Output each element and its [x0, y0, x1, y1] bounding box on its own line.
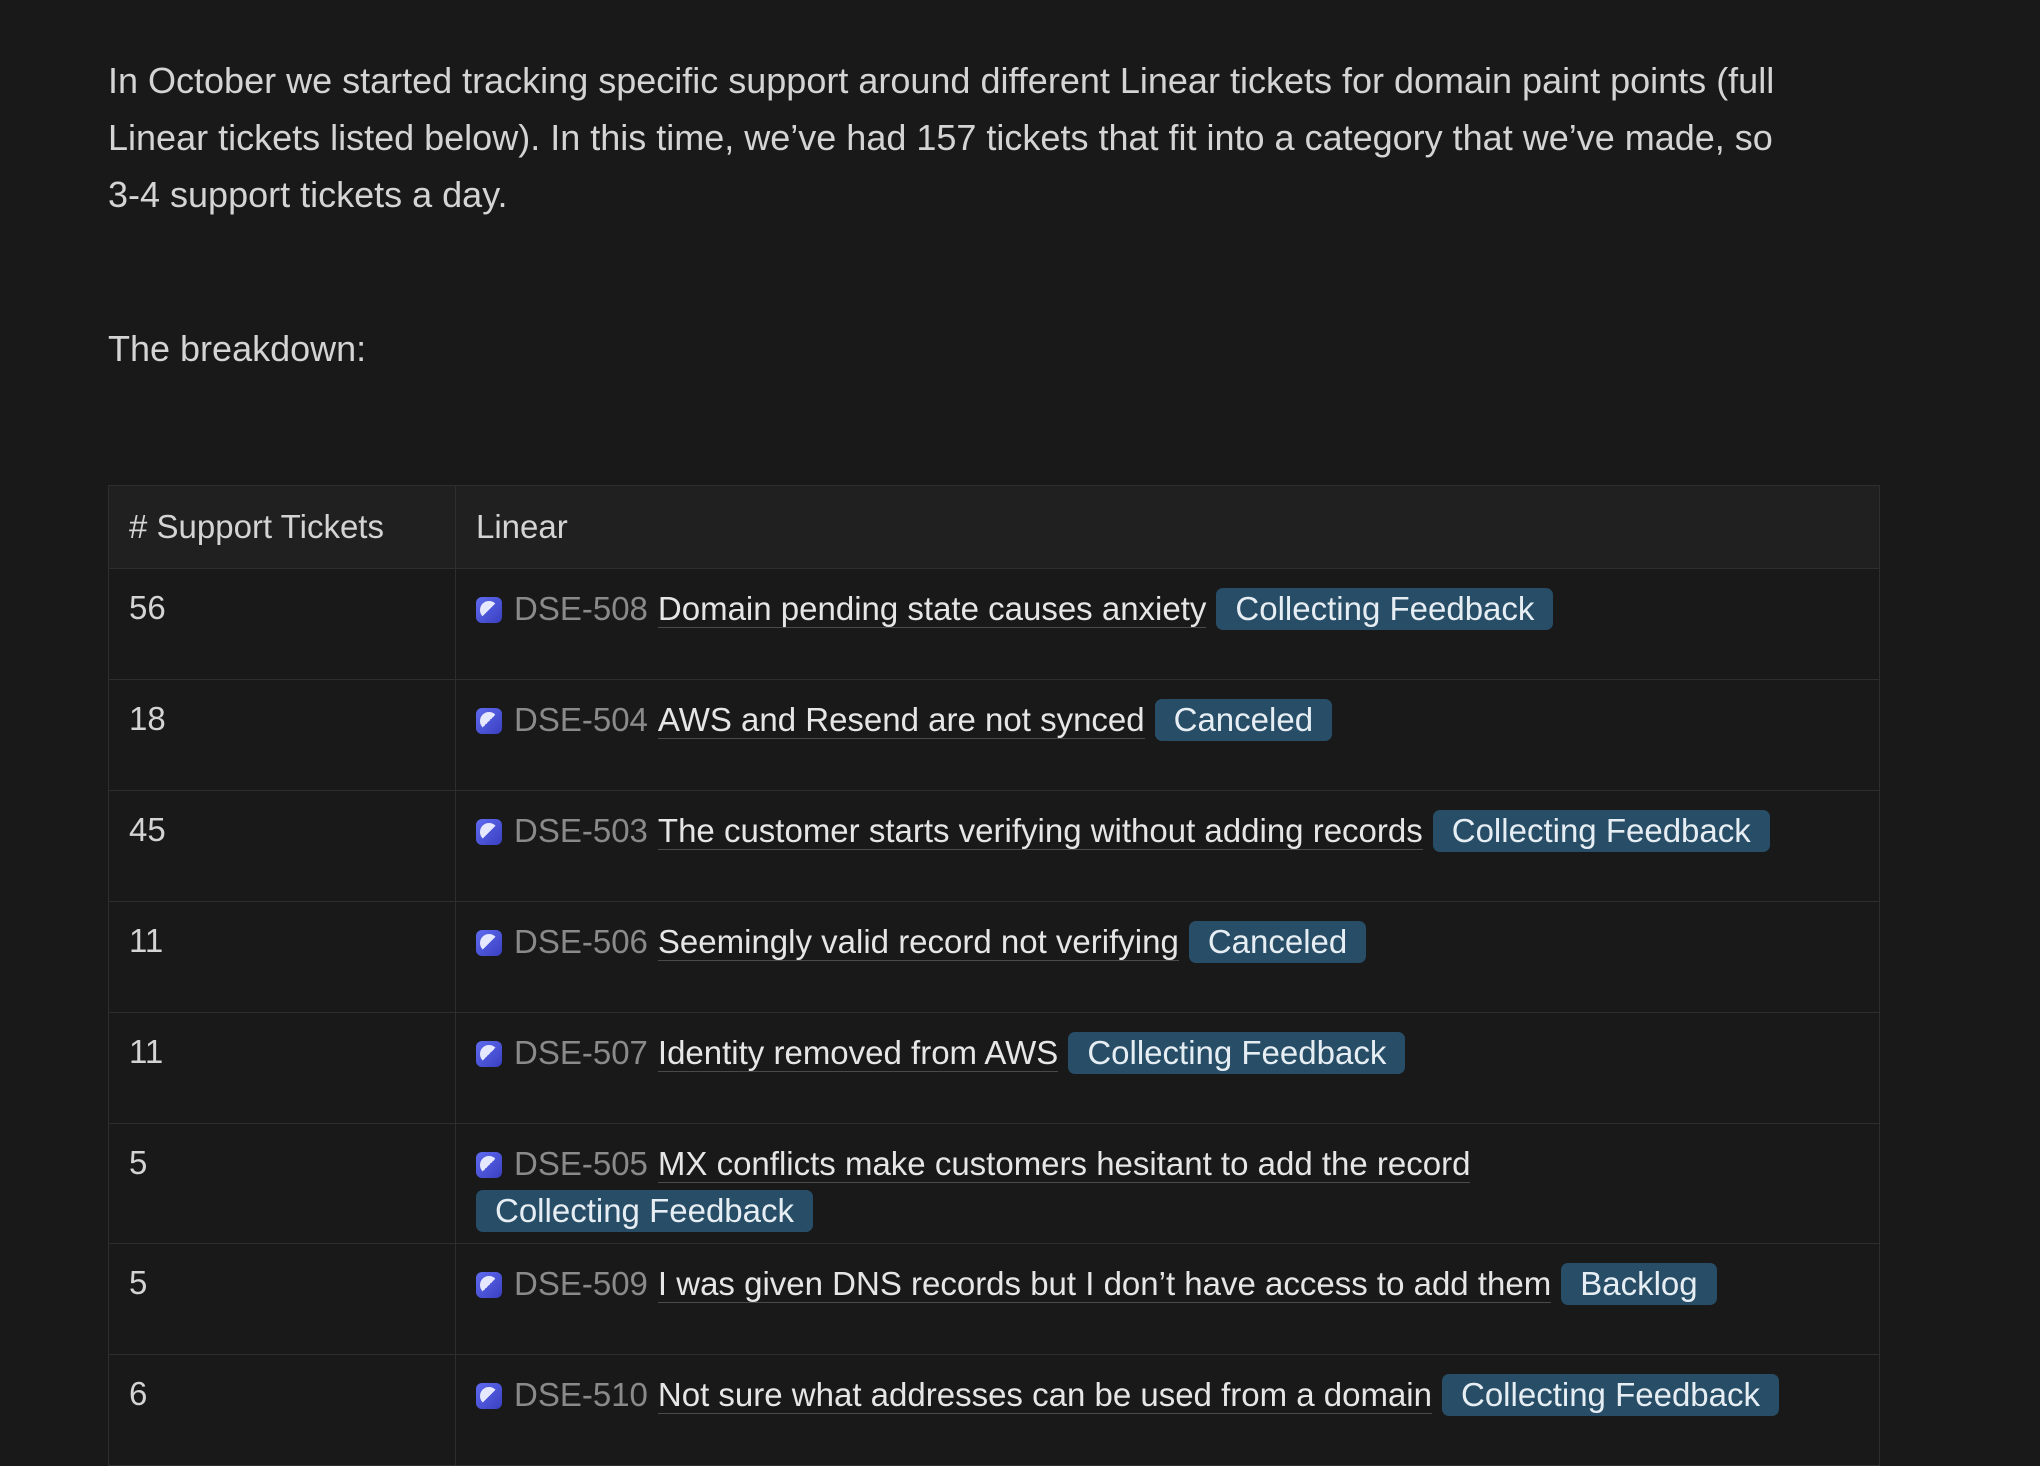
status-badge: Collecting Feedback	[1068, 1032, 1406, 1074]
table-row: 11 DSE-507 Identity removed from AWS Collec…	[108, 1012, 1880, 1124]
issue-title-link[interactable]: Not sure what addresses can be used from…	[657, 1376, 1432, 1414]
status-badge: Collecting Feedback	[476, 1190, 813, 1232]
issue-id[interactable]: DSE-505	[514, 1145, 648, 1182]
table-row: 11 DSE-506 Seemingly valid record not veri…	[108, 901, 1880, 1013]
issue-id[interactable]: DSE-503	[514, 812, 648, 849]
status-badge: Collecting Feedback	[1432, 810, 1770, 852]
linear-cell: DSE-506 Seemingly valid record not verify…	[455, 901, 1880, 1013]
issue-title-link[interactable]: Seemingly valid record not verifying	[657, 923, 1179, 961]
issue-id[interactable]: DSE-509	[514, 1265, 648, 1302]
ticket-count: 45	[108, 790, 456, 902]
header-support-tickets: # Support Tickets	[108, 485, 456, 569]
table-row: 56 DSE-508 Domain pending state causes anx…	[108, 568, 1880, 680]
linear-cell: DSE-510 Not sure what addresses can be us…	[455, 1354, 1880, 1466]
linear-cell: DSE-507 Identity removed from AWS Collecti…	[455, 1012, 1880, 1124]
table-row: 45 DSE-503 The customer starts verifying w…	[108, 790, 1880, 902]
issue-id[interactable]: DSE-510	[514, 1376, 648, 1413]
linear-cell: DSE-509 I was given DNS records but I don…	[455, 1243, 1880, 1355]
table-row: 5 DSE-509 I was given DNS records but I do…	[108, 1243, 1880, 1355]
issue-id[interactable]: DSE-504	[514, 701, 648, 738]
table-row: 6 DSE-510 Not sure what addresses can be u…	[108, 1354, 1880, 1466]
issue-title-link[interactable]: MX conflicts make customers hesitant to …	[657, 1145, 1471, 1183]
linear-cell: DSE-503 The customer starts verifying wit…	[455, 790, 1880, 902]
linear-cell: DSE-505 MX conflicts make customers hesit…	[455, 1123, 1880, 1244]
issue-title-link[interactable]: AWS and Resend are not synced	[657, 701, 1145, 739]
breakdown-label: The breakdown:	[108, 328, 367, 369]
issue-id[interactable]: DSE-507	[514, 1034, 648, 1071]
ticket-count: 18	[108, 679, 456, 791]
issue-id[interactable]: DSE-508	[514, 590, 648, 627]
ticket-count: 6	[108, 1354, 456, 1466]
table-header-row: # Support Tickets Linear	[108, 485, 1880, 569]
support-tickets-table: # Support Tickets Linear 56 DSE-508 Domain…	[108, 485, 1880, 1466]
linear-logo-icon	[476, 708, 502, 734]
status-badge: Backlog	[1561, 1263, 1717, 1305]
issue-title-link[interactable]: I was given DNS records but I don’t have…	[657, 1265, 1552, 1303]
linear-logo-icon	[476, 819, 502, 845]
linear-logo-icon	[476, 1272, 502, 1298]
table-row: 5 DSE-505 MX conflicts make customers hesi…	[108, 1123, 1880, 1244]
table-row: 18 DSE-504 AWS and Resend are not synced Ca…	[108, 679, 1880, 791]
ticket-count: 11	[108, 901, 456, 1013]
status-badge: Canceled	[1154, 699, 1333, 741]
linear-logo-icon	[476, 930, 502, 956]
linear-logo-icon	[476, 1383, 502, 1409]
issue-title-link[interactable]: Domain pending state causes anxiety	[657, 590, 1207, 628]
status-badge: Canceled	[1188, 921, 1367, 963]
linear-cell: DSE-508 Domain pending state causes anxie…	[455, 568, 1880, 680]
header-linear: Linear	[455, 485, 1880, 569]
status-badge: Collecting Feedback	[1442, 1374, 1779, 1416]
intro-paragraph: In October we started tracking specific …	[108, 60, 1775, 215]
linear-cell: DSE-504 AWS and Resend are not synced Canc…	[455, 679, 1880, 791]
status-badge: Collecting Feedback	[1216, 588, 1554, 630]
linear-logo-icon	[476, 1152, 502, 1178]
ticket-count: 5	[108, 1243, 456, 1355]
ticket-count: 11	[108, 1012, 456, 1124]
issue-id[interactable]: DSE-506	[514, 923, 648, 960]
linear-logo-icon	[476, 597, 502, 623]
issue-title-link[interactable]: The customer starts verifying without ad…	[657, 812, 1423, 850]
issue-title-link[interactable]: Identity removed from AWS	[657, 1034, 1059, 1072]
ticket-count: 5	[108, 1123, 456, 1244]
linear-logo-icon	[476, 1041, 502, 1067]
ticket-count: 56	[108, 568, 456, 680]
